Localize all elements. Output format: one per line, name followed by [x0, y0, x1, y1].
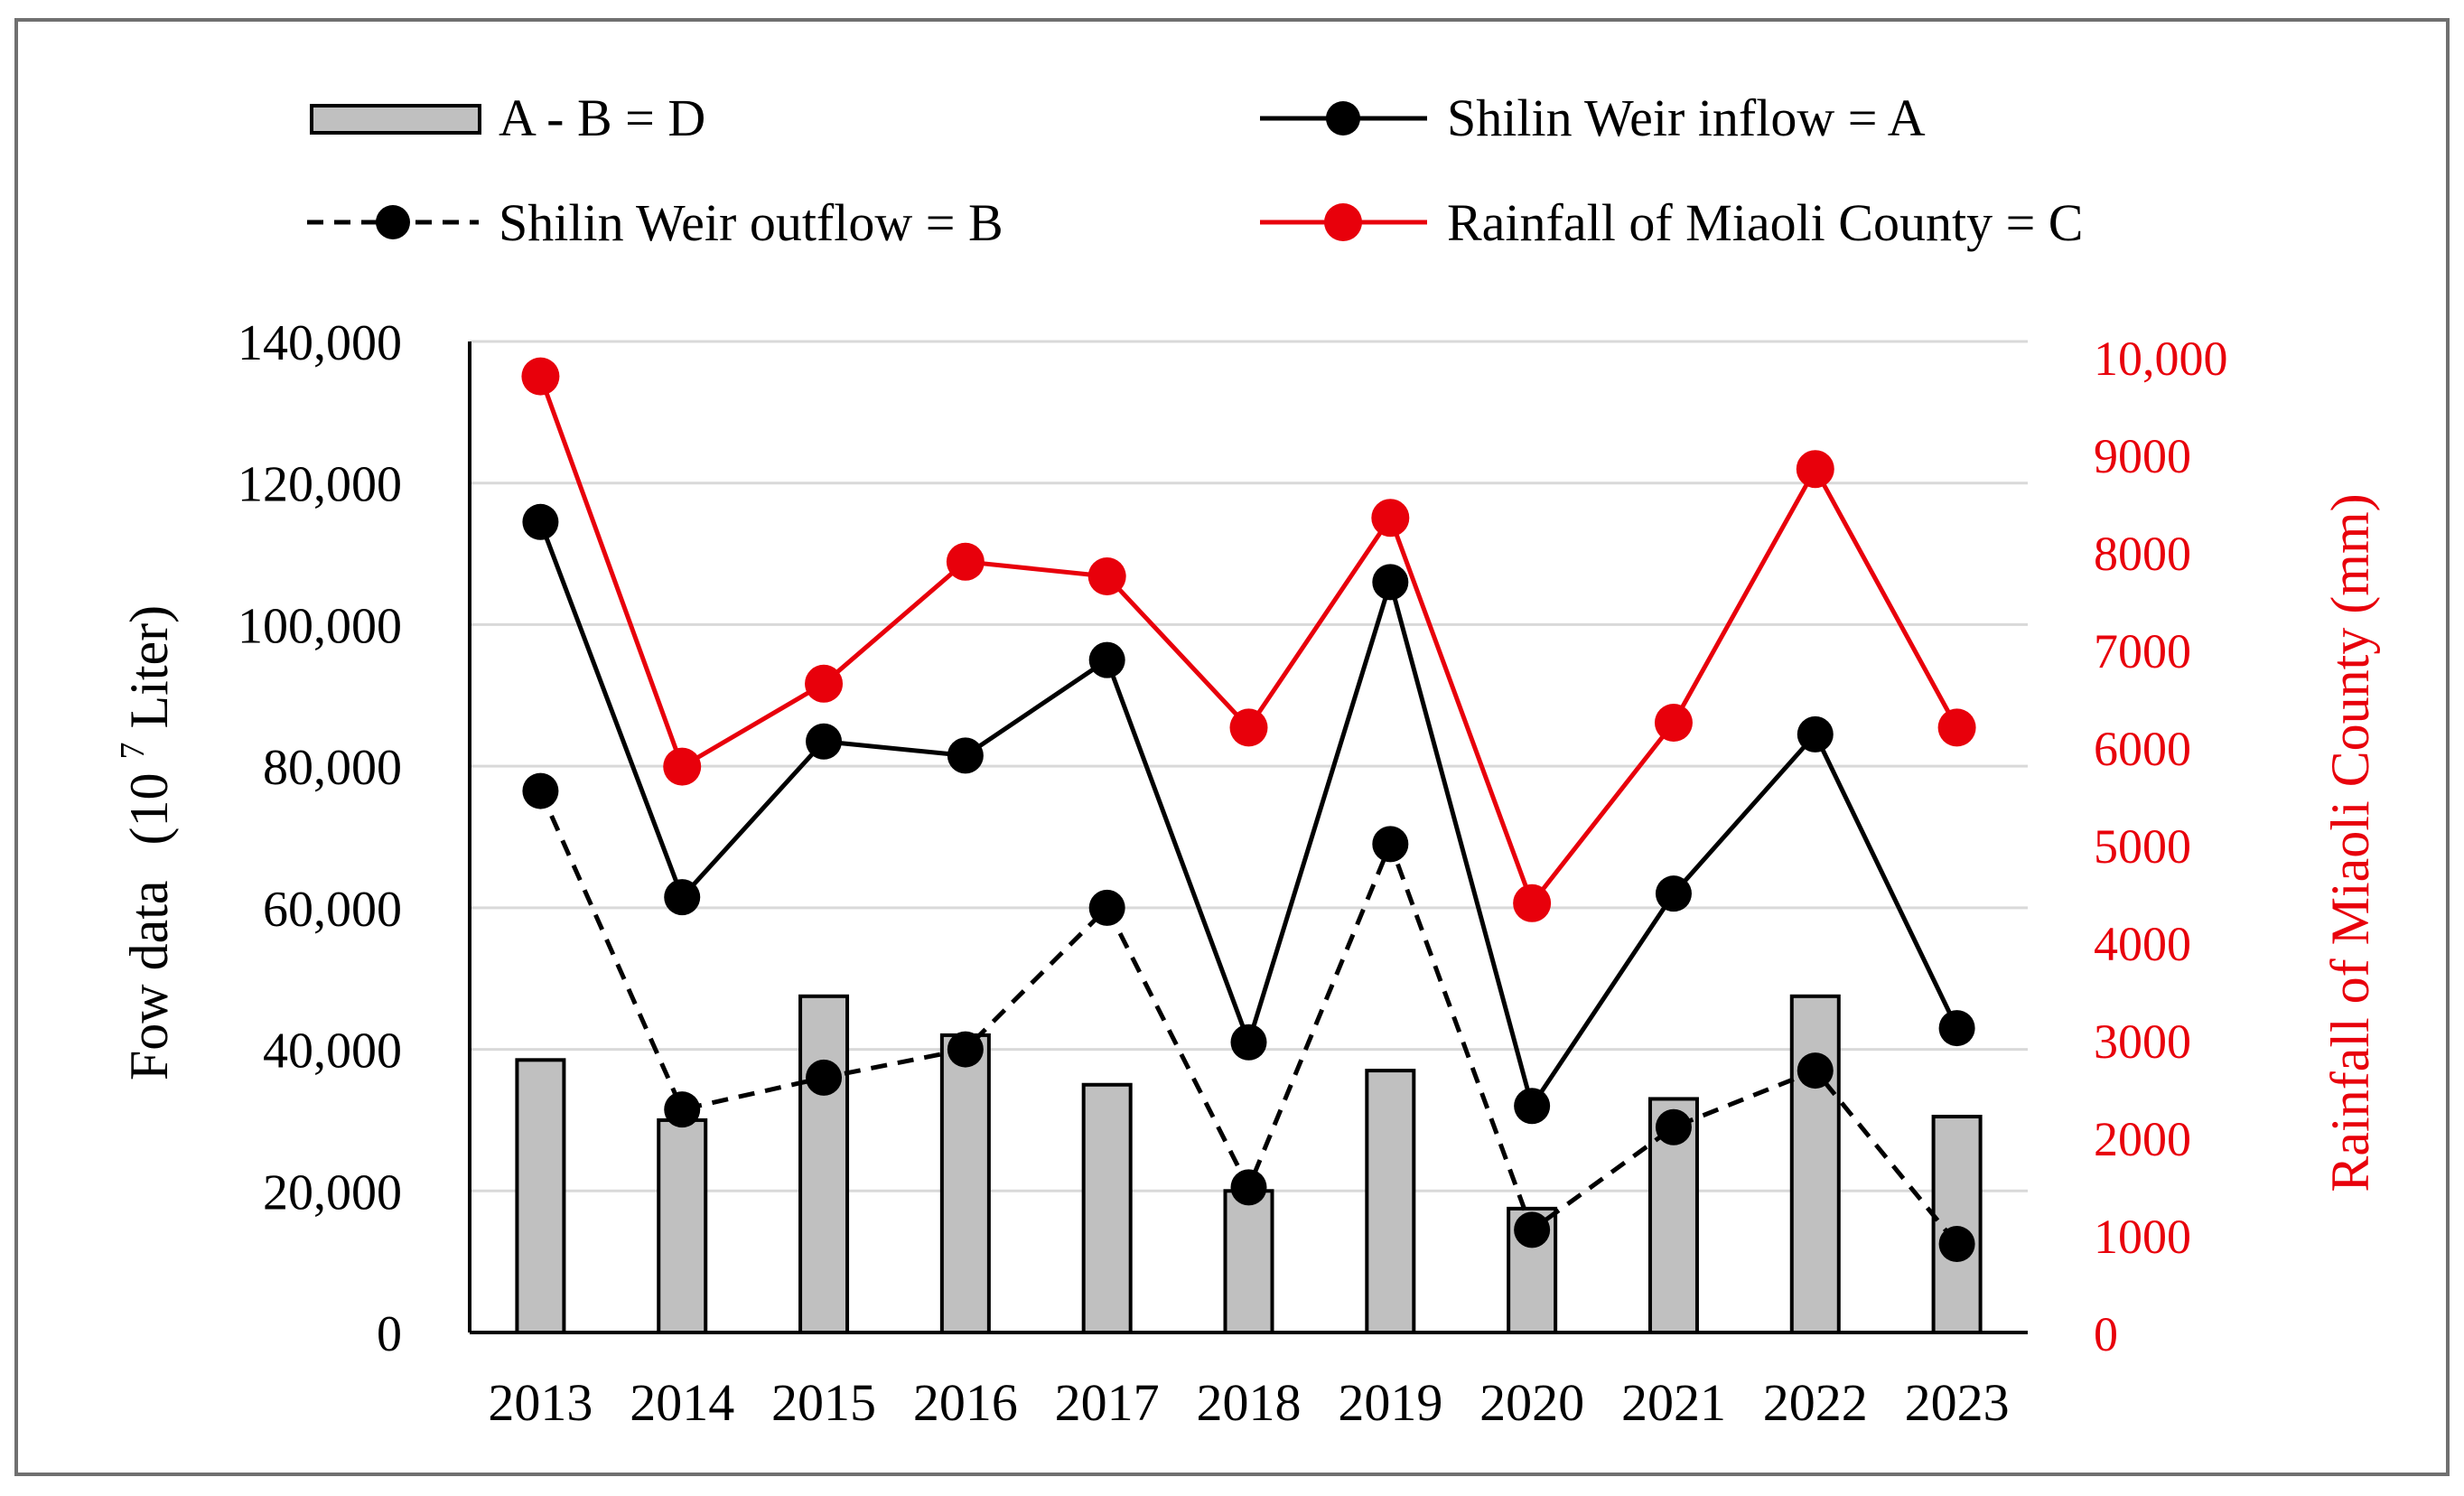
left-tick-label: 120,000 — [238, 457, 402, 513]
bar-d — [1789, 994, 1841, 1335]
series-point — [1938, 1010, 1975, 1047]
right-tick-label: 1000 — [2094, 1210, 2191, 1264]
series-point — [947, 737, 984, 774]
left-tick-label: 100,000 — [238, 598, 402, 654]
left-tick-label: 0 — [377, 1306, 402, 1362]
legend-item-c: Rainfall of Miaoli County = C — [1260, 193, 2084, 252]
right-tick-label: 5000 — [2094, 819, 2191, 874]
bar-d — [939, 1033, 991, 1335]
legend-item-b: Shilin Weir outflow = B — [307, 193, 1003, 252]
legend-item-d: A - B = D — [310, 89, 705, 147]
x-tick-label: 2018 — [1197, 1373, 1302, 1432]
x-tick-label: 2019 — [1338, 1373, 1442, 1432]
bar-d — [515, 1058, 566, 1334]
series-point — [1797, 715, 1834, 753]
left-axis-title-unit-suffix: Liter) — [119, 605, 179, 729]
left-axis-title: Fow data (10 7 Liter) — [96, 605, 179, 1080]
series-point — [664, 1091, 701, 1128]
x-tick-label: 2021 — [1621, 1373, 1726, 1432]
right-tick-label: 3000 — [2094, 1014, 2191, 1069]
right-axis-title: Rainfall of Miaoli County (mm) — [2320, 493, 2380, 1192]
right-tick-label: 4000 — [2094, 917, 2191, 971]
x-tick-label: 2020 — [1479, 1373, 1584, 1432]
series-point — [806, 1059, 843, 1096]
legend-label-d: A - B = D — [499, 89, 705, 147]
left-tick-label: 20,000 — [263, 1164, 402, 1220]
bar-d — [798, 994, 850, 1335]
legend-marker-b — [376, 205, 410, 239]
series-point — [1938, 1226, 1975, 1263]
legend-swatch-bar — [310, 104, 481, 135]
left-axis-title-main: Fow data — [119, 880, 179, 1080]
left-tick-label: 140,000 — [238, 315, 402, 371]
left-tick-label: 40,000 — [263, 1024, 402, 1080]
right-tick-label: 0 — [2094, 1307, 2118, 1361]
series-point — [1088, 889, 1125, 926]
tick-labels: 0 20,000 40,000 60,000 80,000 100,000 120,000 1… — [238, 315, 2228, 1432]
series-point — [1655, 1108, 1692, 1145]
series-point — [522, 772, 559, 809]
right-tick-label: 8000 — [2094, 527, 2191, 581]
series-point — [1514, 1088, 1551, 1125]
series-point — [663, 747, 702, 786]
legend: A - B = D Shilin Weir inflow = A Shilin … — [307, 89, 2084, 252]
series-point — [1937, 708, 1976, 747]
bar-d — [1223, 1189, 1274, 1335]
gridlines — [470, 340, 2028, 1192]
line-series — [521, 357, 1976, 1263]
series-point — [1797, 1052, 1834, 1089]
x-tick-label: 2022 — [1763, 1373, 1868, 1432]
bar-d — [1931, 1115, 1983, 1335]
series-point — [521, 357, 560, 396]
legend-marker-a — [1326, 101, 1360, 136]
x-tick-label: 2017 — [1055, 1373, 1160, 1432]
x-tick-label: 2013 — [488, 1373, 593, 1432]
series-point — [1371, 499, 1410, 538]
right-tick-label: 2000 — [2094, 1112, 2191, 1166]
series-point — [1372, 826, 1409, 863]
bar-d — [1081, 1082, 1133, 1334]
bar-d — [657, 1117, 708, 1335]
legend-label-b: Shilin Weir outflow = B — [499, 193, 1003, 252]
legend-marker-c — [1324, 203, 1362, 241]
bar-d — [1365, 1069, 1416, 1335]
legend-label-c: Rainfall of Miaoli County = C — [1447, 193, 2084, 252]
legend-label-a: Shilin Weir inflow = A — [1447, 89, 1926, 147]
series-point — [1230, 1169, 1267, 1206]
right-tick-label: 9000 — [2094, 429, 2191, 483]
left-axis-title-unit-prefix: (10 — [119, 772, 179, 845]
series-point — [1796, 450, 1834, 489]
x-tick-label: 2023 — [1905, 1373, 2010, 1432]
series-point — [1372, 564, 1409, 601]
right-tick-label: 7000 — [2094, 624, 2191, 678]
right-tick-label: 10,000 — [2094, 332, 2228, 386]
series-point — [522, 503, 559, 540]
series-point — [1514, 1211, 1551, 1248]
series-point — [805, 664, 844, 703]
left-tick-label: 80,000 — [263, 740, 402, 796]
series-point — [1513, 884, 1552, 922]
series-point — [947, 1031, 984, 1068]
series-point — [806, 723, 843, 760]
x-tick-label: 2015 — [771, 1373, 876, 1432]
legend-item-a: Shilin Weir inflow = A — [1260, 89, 1926, 147]
series-point — [1230, 1024, 1267, 1061]
series-point — [1229, 708, 1268, 747]
right-tick-label: 6000 — [2094, 722, 2191, 776]
series-point — [1087, 557, 1126, 595]
left-tick-label: 60,000 — [263, 882, 402, 938]
x-tick-label: 2014 — [630, 1373, 734, 1432]
series-point — [1655, 875, 1692, 912]
x-tick-label: 2016 — [913, 1373, 1018, 1432]
axes — [468, 341, 2028, 1334]
series-point — [1654, 704, 1693, 742]
series-point — [1088, 641, 1125, 678]
series-point — [946, 542, 985, 581]
bar-series-d — [515, 994, 1983, 1335]
left-axis-title-unit-exp: 7 — [114, 742, 152, 759]
series-point — [664, 879, 701, 916]
